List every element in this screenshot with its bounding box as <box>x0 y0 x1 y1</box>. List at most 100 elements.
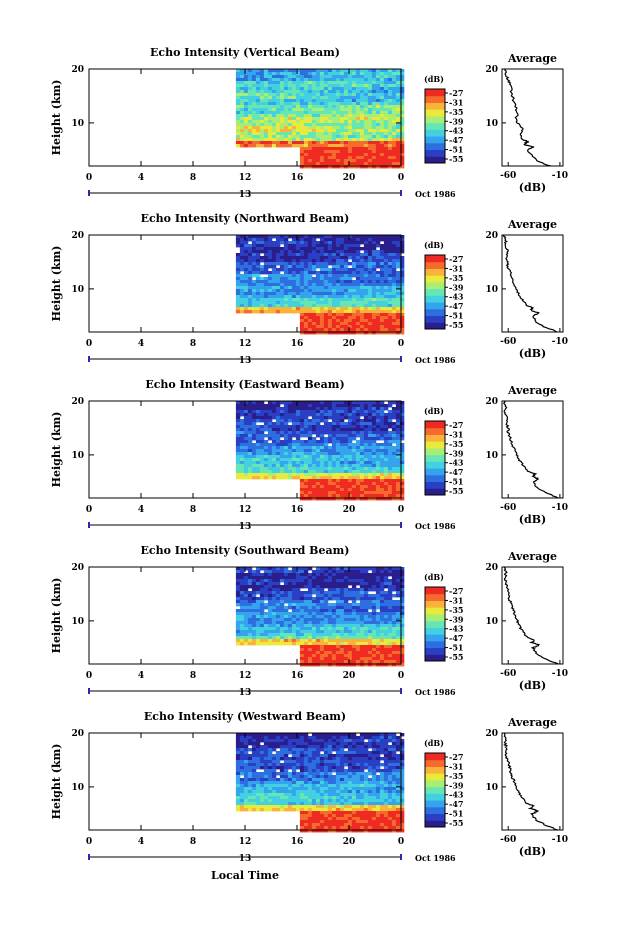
heatmap-cell <box>335 87 341 91</box>
heatmap-cell <box>331 286 337 290</box>
heatmap-cell <box>367 582 373 586</box>
heatmap-cell <box>319 413 325 417</box>
heatmap-cell <box>351 259 357 263</box>
heatmap-cell <box>343 413 349 417</box>
heatmap-cell <box>331 132 337 136</box>
heatmap-cell <box>263 84 269 88</box>
heatmap-cell <box>391 108 397 112</box>
heatmap-cell <box>347 87 353 91</box>
heatmap-cell <box>291 633 297 637</box>
heatmap-cell <box>387 247 393 251</box>
heatmap-cell <box>263 99 269 103</box>
heatmap-cell <box>343 268 349 272</box>
heatmap-cell <box>375 425 381 429</box>
heatmap-cell <box>347 594 353 598</box>
heatmap-cell <box>283 470 289 474</box>
heatmap-cell <box>263 105 269 109</box>
heatmap-cell <box>335 114 341 118</box>
heatmap-cell <box>307 235 313 239</box>
heatmap-cell <box>319 624 325 628</box>
heatmap-cell <box>379 603 385 607</box>
heatmap-cell <box>303 570 309 574</box>
heatmap-cell <box>347 494 353 498</box>
heatmap-cell <box>295 570 301 574</box>
heatmap-cell <box>283 633 289 637</box>
heatmap-cell <box>335 138 341 142</box>
heatmap-cell <box>287 78 293 82</box>
heatmap-cell <box>275 434 281 438</box>
heatmap-cell <box>271 633 277 637</box>
heatmap-cell <box>367 138 373 142</box>
heatmap-cell <box>311 407 317 411</box>
heatmap-cell <box>379 494 385 498</box>
heatmap-cell <box>347 96 353 100</box>
heatmap-cell <box>343 313 349 317</box>
heatmap-cell <box>279 434 285 438</box>
heatmap-cell <box>363 331 369 335</box>
heatmap-cell <box>391 274 397 278</box>
heatmap-cell <box>243 78 249 82</box>
heatmap-cell <box>335 470 341 474</box>
heatmap-cell <box>243 262 249 266</box>
heatmap-cell <box>391 289 397 293</box>
heatmap-cell <box>351 117 357 121</box>
heatmap-cell <box>327 123 333 127</box>
heatmap-cell <box>291 292 297 296</box>
heatmap-cell <box>323 476 329 480</box>
heatmap-cell <box>323 437 329 441</box>
heatmap-cell <box>303 93 309 97</box>
heatmap-cell <box>375 238 381 242</box>
heatmap-cell <box>347 606 353 610</box>
heatmap-cell <box>315 612 321 616</box>
heatmap-cell <box>363 612 369 616</box>
heatmap-cell <box>239 567 245 571</box>
heatmap-cell <box>251 72 257 76</box>
heatmap-cell <box>335 446 341 450</box>
heatmap-cell <box>399 84 405 88</box>
heatmap-cell <box>363 120 369 124</box>
heatmap-cell <box>335 307 341 311</box>
heatmap-cell <box>379 265 385 269</box>
heatmap-cell <box>339 244 345 248</box>
heatmap-cell <box>323 594 329 598</box>
heatmap-cell <box>259 636 265 640</box>
heatmap-cell <box>387 497 393 501</box>
heatmap-cell <box>275 295 281 299</box>
panel-4: Echo Intensity (Southward Beam)0 4 8 12 16 20… <box>50 544 568 698</box>
heatmap-cell <box>255 410 261 414</box>
heatmap-cell <box>387 624 393 628</box>
colorbar-swatch <box>425 468 445 476</box>
heatmap-cell <box>255 413 261 417</box>
heatmap-cell <box>327 75 333 79</box>
heatmap-cell <box>291 253 297 257</box>
heatmap-cell <box>295 304 301 308</box>
heatmap-cell <box>359 479 365 483</box>
heatmap-cell <box>391 416 397 420</box>
heatmap-cell <box>275 461 281 465</box>
heatmap-cell <box>363 413 369 417</box>
heatmap-cell <box>399 280 405 284</box>
heatmap-cell <box>287 111 293 115</box>
heatmap-cell <box>335 304 341 308</box>
heatmap-cell <box>267 452 273 456</box>
heatmap-cell <box>271 126 277 130</box>
heatmap-cell <box>371 443 377 447</box>
heatmap-cell <box>355 576 361 580</box>
heatmap-cell <box>331 573 337 577</box>
heatmap-cell <box>239 615 245 619</box>
heatmap-cell <box>371 159 377 163</box>
heatmap-cell <box>351 464 357 468</box>
heatmap-cell <box>331 241 337 245</box>
heatmap-cell <box>307 624 313 628</box>
heatmap-cell <box>359 307 365 311</box>
heatmap-cell <box>243 241 249 245</box>
heatmap-cell <box>375 316 381 320</box>
heatmap-cell <box>295 636 301 640</box>
heatmap-cell <box>371 325 377 329</box>
heatmap-cell <box>323 301 329 305</box>
heatmap-cell <box>367 69 373 73</box>
heatmap-cell <box>311 244 317 248</box>
heatmap-cell <box>259 419 265 423</box>
heatmap-cell <box>251 111 257 115</box>
heatmap-cell <box>255 440 261 444</box>
